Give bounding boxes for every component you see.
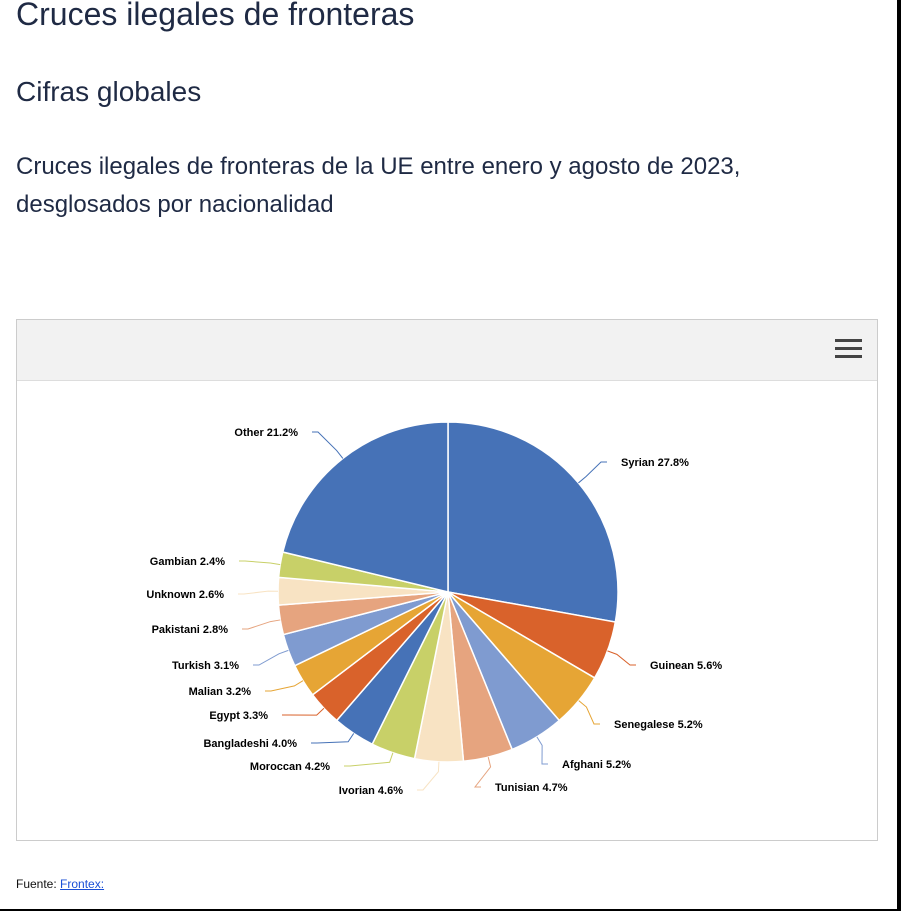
pie-slice-syrian[interactable] [447,421,619,623]
chart-panel: Syrian 27.8% Guinean 5.6% Senegalese 5.2% A… [16,319,878,841]
pie-connector-bangladeshi [311,733,355,744]
source-label: Fuente: [16,877,57,891]
pie-label-senegalese: Senegalese 5.2% [614,719,703,731]
page-right-border [897,0,901,911]
pie-label-syrian: Syrian 27.8% [621,457,689,469]
page-title: Cruces ilegales de fronteras [16,0,415,32]
hamburger-menu-icon[interactable] [835,337,863,363]
page-bottom-border [0,909,901,911]
chart-toolbar [17,320,877,381]
pie-label-turkish: Turkish 3.1% [172,660,239,672]
pie-connector-gambian [239,560,281,566]
pie-connector-egypt [282,707,325,716]
menu-bar-middle [835,347,862,350]
pie-label-unknown: Unknown 2.6% [146,589,224,601]
section-title: Cifras globales [16,76,202,107]
pie-connector-unknown [238,590,279,595]
pie-connector-turkish [253,649,289,666]
chart-heading: Cruces ilegales de fronteras de la UE en… [16,153,741,218]
pie-label-tunisian: Tunisian 4.7% [495,782,568,794]
pie-slice-other[interactable] [281,421,449,593]
pie-connector-guinean [607,650,636,666]
pie-label-egypt: Egypt 3.3% [209,710,268,722]
pie-label-bangladeshi: Bangladeshi 4.0% [203,738,297,750]
pie-label-ivorian: Ivorian 4.6% [339,785,403,797]
source-link[interactable]: Frontex: [60,877,105,891]
pie-label-moroccan: Moroccan 4.2% [250,761,330,773]
pie-connector-malian [265,680,304,692]
pie-label-malian: Malian 3.2% [189,686,252,698]
pie-label-guinean: Guinean 5.6% [650,660,722,672]
source-line: Fuente: Frontex: [16,877,104,891]
menu-bar-bottom [835,355,862,358]
pie-connector-tunisian [473,757,492,788]
pie-connector-syrian [578,461,607,484]
pie-connector-ivorian [417,761,440,791]
menu-bar-top [835,339,862,342]
pie-chart: Syrian 27.8% Guinean 5.6% Senegalese 5.2% A… [146,421,722,797]
pie-connector-pakistani [242,619,281,630]
pie-connector-afghani [536,736,548,765]
pie-label-afghani: Afghani 5.2% [562,759,631,771]
pie-connector-other [312,431,344,459]
pie-connector-senegalese [578,700,600,725]
pie-label-gambian: Gambian 2.4% [150,556,225,568]
pie-label-other: Other 21.2% [234,427,298,439]
pie-connector-moroccan [344,752,394,767]
pie-label-pakistani: Pakistani 2.8% [152,624,229,636]
